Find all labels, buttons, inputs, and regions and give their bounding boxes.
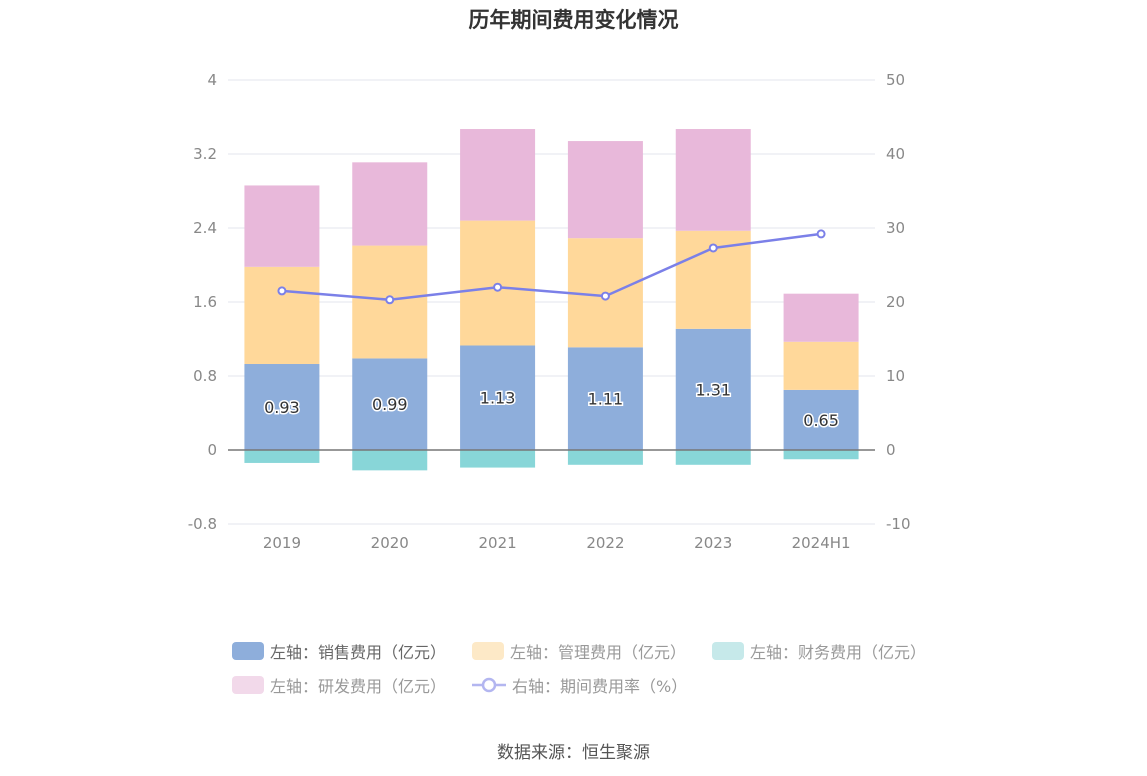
left-axis-tick-label: 0 (207, 441, 217, 459)
bar-segment-series-3 (352, 162, 428, 246)
right-axis-tick-label: 30 (886, 219, 905, 237)
bar-segment-series-2 (460, 450, 536, 468)
bar-segment-series-2 (783, 450, 859, 460)
bar-segment-series-3 (244, 185, 320, 267)
left-axis-tick-label: 2.4 (193, 219, 217, 237)
data-source-note: 数据来源：恒生聚源 (497, 743, 650, 763)
expense-rate-point (277, 286, 287, 296)
x-axis-tick-label: 2022 (586, 534, 624, 552)
legend-swatch-finance (712, 642, 744, 660)
legend-item-finance[interactable]: 左轴：财务费用（亿元） (712, 639, 926, 663)
legend-label-sales: 左轴：销售费用（亿元） (270, 643, 447, 662)
chart-title: 历年期间费用变化情况 (468, 8, 679, 32)
left-axis-tick-label: -0.8 (188, 515, 217, 533)
legend-item-admin[interactable]: 左轴：管理费用（亿元） (472, 639, 686, 663)
bar-segment-series-0 (352, 358, 428, 450)
right-axis-tick-label: 40 (886, 145, 905, 163)
bar-segment-series-0 (567, 347, 643, 450)
legend-label-expense-rate: 右轴：期间费用率（%） (512, 677, 688, 696)
left-axis-tick-label: 0.8 (193, 367, 217, 385)
bar-segment-series-3 (460, 129, 536, 221)
bar-segment-series-3 (783, 293, 859, 342)
bar-data-label: 0.93 (264, 398, 300, 417)
right-axis-tick-label: 50 (886, 71, 905, 89)
bar-data-label: 1.31 (695, 380, 731, 399)
right-axis-tick-label: 10 (886, 367, 905, 385)
bar-segment-series-2 (567, 450, 643, 465)
bar-data-label: 0.65 (803, 411, 839, 430)
right-axis-tick-label: -10 (886, 515, 911, 533)
bar-data-label: 1.13 (480, 389, 516, 408)
x-axis-tick-label: 2021 (478, 534, 516, 552)
legend-swatch-rnd (232, 676, 264, 694)
legend-label-admin: 左轴：管理费用（亿元） (510, 643, 687, 662)
bar-segment-series-0 (675, 328, 751, 450)
right-axis-tick-label: 0 (886, 441, 896, 459)
expense-rate-point (385, 295, 395, 305)
x-axis-tick-label: 2024H1 (792, 534, 851, 552)
legend-row-2: 左轴：研发费用（亿元） 右轴：期间费用率（%） (232, 672, 952, 698)
chart-canvas: 4 3.2 2.4 1.6 0.8 0 -0.8 50 40 30 20 10 0 -10 2019 2020… (188, 71, 911, 552)
x-axis-tick-label: 2020 (371, 534, 409, 552)
bar-segment-series-2 (244, 450, 320, 463)
bar-segment-series-0 (783, 389, 859, 450)
bar-segment-series-1 (783, 341, 859, 390)
expense-rate-point (816, 229, 826, 239)
bar-segment-series-0 (460, 345, 536, 450)
right-axis-tick-label: 20 (886, 293, 905, 311)
expense-rate-point (708, 243, 718, 253)
bar-segment-series-2 (675, 450, 751, 465)
left-axis-tick-label: 4 (207, 71, 217, 89)
chart-legend: 左轴：销售费用（亿元） 左轴：管理费用（亿元） 左轴：财务费用（亿元） 左轴：研… (232, 638, 952, 706)
bar-segment-series-0 (244, 363, 320, 450)
expense-rate-point (600, 291, 610, 301)
legend-row-1: 左轴：销售费用（亿元） 左轴：管理费用（亿元） 左轴：财务费用（亿元） (232, 638, 952, 664)
bar-segment-series-1 (244, 266, 320, 364)
x-axis-tick-label: 2023 (694, 534, 732, 552)
expense-rate-point (493, 282, 503, 292)
bar-segment-series-2 (352, 450, 428, 471)
legend-item-sales[interactable]: 左轴：销售费用（亿元） (232, 639, 446, 663)
legend-swatch-admin (472, 642, 504, 660)
legend-swatch-sales (232, 642, 264, 660)
legend-label-finance: 左轴：财务费用（亿元） (750, 643, 927, 662)
bar-segment-series-3 (567, 141, 643, 239)
x-axis-tick-label: 2019 (263, 534, 301, 552)
legend-item-expense-rate[interactable]: 右轴：期间费用率（%） (472, 673, 687, 697)
left-axis-tick-label: 3.2 (193, 145, 217, 163)
legend-label-rnd: 左轴：研发费用（亿元） (270, 677, 447, 696)
expense-rate-line (281, 232, 822, 302)
legend-line-marker-icon (472, 677, 507, 693)
bar-segment-series-3 (675, 129, 751, 231)
bar-data-label: 1.11 (588, 390, 624, 409)
left-axis-tick-label: 1.6 (193, 293, 217, 311)
legend-item-rnd[interactable]: 左轴：研发费用（亿元） (232, 673, 446, 697)
bar-data-label: 0.99 (372, 395, 408, 414)
